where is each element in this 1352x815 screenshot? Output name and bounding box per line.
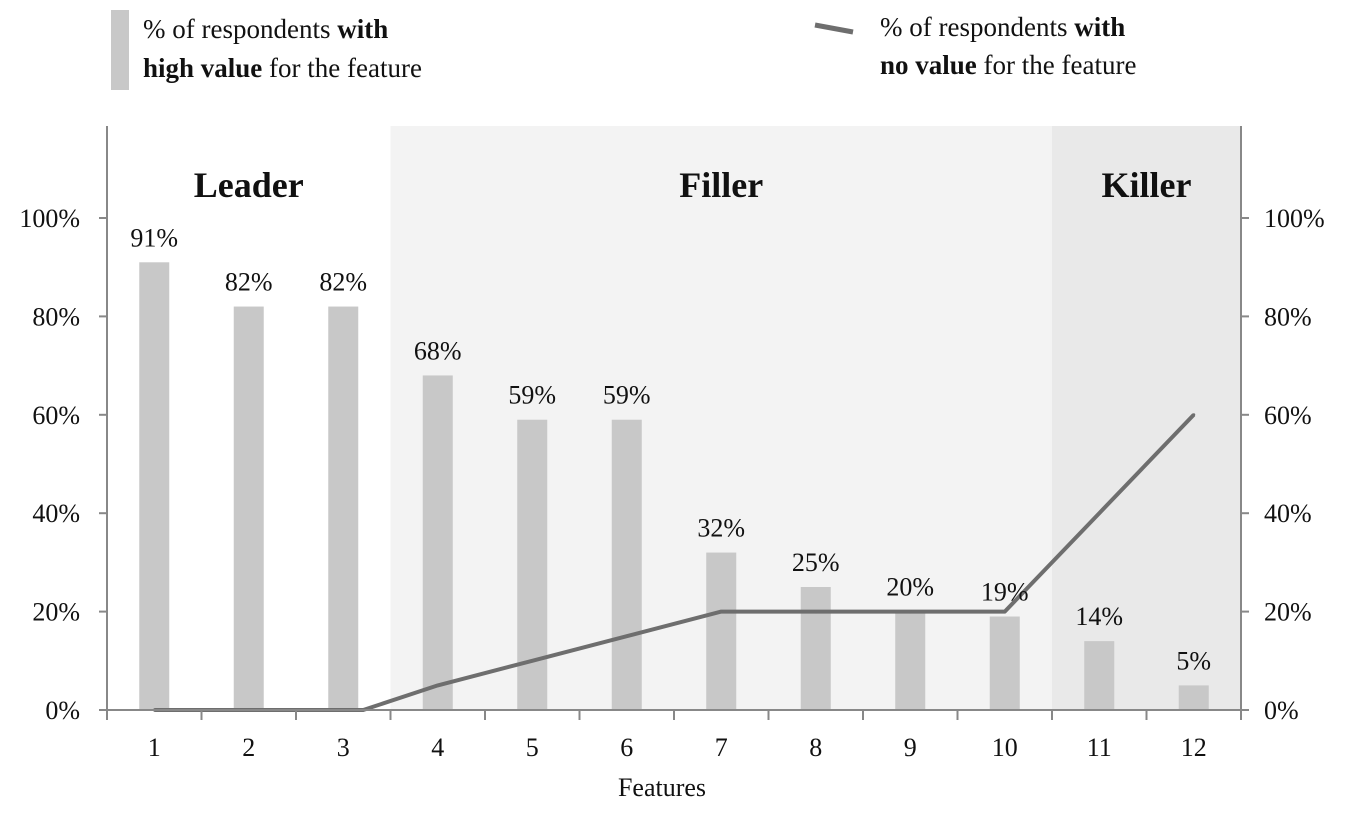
line-point-12 [1192, 413, 1196, 417]
y-tick-label-right-0: 0% [1264, 696, 1299, 725]
region-killer [1052, 126, 1241, 710]
line-point-8 [814, 610, 818, 614]
legend-line-line1-pre: % of respondents [880, 12, 1074, 42]
legend-bar-swatch [111, 10, 129, 90]
x-tick-label-8: 8 [809, 733, 822, 762]
bar-5 [517, 419, 548, 710]
region-label-killer: Killer [1102, 165, 1192, 205]
y-tick-label-left-0: 0% [45, 696, 80, 725]
line-point-11 [1097, 511, 1101, 515]
region-label-leader: Leader [194, 165, 304, 205]
line-point-4 [436, 683, 440, 687]
bar-label-6: 59% [603, 381, 651, 410]
y-tick-label-left-100: 100% [19, 204, 80, 233]
bar-label-9: 20% [886, 573, 934, 602]
legend: % of respondents with high value for the… [111, 10, 1136, 90]
legend-line-line1: % of respondents with [880, 12, 1125, 42]
x-tick-label-9: 9 [904, 733, 917, 762]
bar-label-10: 19% [981, 578, 1029, 607]
bar-label-2: 82% [225, 268, 273, 297]
x-tick-label-3: 3 [337, 733, 350, 762]
y-tick-label-right-100: 100% [1264, 204, 1325, 233]
bar-label-5: 59% [508, 381, 556, 410]
bar-4 [422, 375, 453, 710]
x-tick-label-11: 11 [1087, 733, 1112, 762]
bar-1 [139, 262, 170, 710]
legend-bar-line2: high value for the feature [143, 53, 422, 83]
bar-9 [895, 611, 926, 710]
x-tick-label-12: 12 [1181, 733, 1207, 762]
y-tick-label-right-20: 20% [1264, 598, 1312, 627]
bar-11 [1084, 641, 1115, 710]
y-tick-label-left-80: 80% [32, 302, 80, 331]
x-tick-label-7: 7 [715, 733, 728, 762]
legend-bar-line2-bold: high value [143, 53, 262, 83]
bar-label-4: 68% [414, 336, 462, 365]
y-tick-label-left-20: 20% [32, 598, 80, 627]
legend-line-line2: no value for the feature [880, 50, 1136, 80]
legend-line-line1-bold: with [1074, 12, 1125, 42]
x-tick-label-2: 2 [242, 733, 255, 762]
bar-label-11: 14% [1075, 602, 1123, 631]
bar-12 [1178, 685, 1209, 710]
bar-2 [233, 306, 264, 710]
bar-label-8: 25% [792, 548, 840, 577]
legend-bar-line1-bold: with [337, 14, 388, 44]
y-tick-label-left-60: 60% [32, 401, 80, 430]
bar-label-12: 5% [1176, 646, 1211, 675]
labels-layer: Leader Filler Killer 91% 82% 82% 68% 59% 59% 32% 2… [130, 165, 1211, 675]
legend-line-line2-bold: no value [880, 50, 977, 80]
y-tick-label-right-40: 40% [1264, 499, 1312, 528]
legend-bar-line2-post: for the feature [262, 53, 422, 83]
y-tick-label-right-80: 80% [1264, 302, 1312, 331]
bar-label-1: 91% [130, 223, 178, 252]
legend-bar-line1: % of respondents with [143, 14, 388, 44]
y-tick-label-left-40: 40% [32, 499, 80, 528]
x-axis-title: Features [618, 773, 706, 802]
legend-line-line2-post: for the feature [977, 50, 1137, 80]
x-tick-label-4: 4 [431, 733, 444, 762]
x-tick-label-1: 1 [148, 733, 161, 762]
line-point-7 [719, 610, 723, 614]
axes-layer: 1 2 3 4 5 6 7 8 9 10 11 120% 0%20% 20%40% 40%60% 60%80%… [19, 126, 1325, 762]
line-point-5 [530, 659, 534, 663]
y-tick-label-right-60: 60% [1264, 401, 1312, 430]
line-point-6 [625, 634, 629, 638]
bar-6 [611, 419, 642, 710]
region-label-filler: Filler [679, 165, 763, 205]
bar-label-7: 32% [697, 514, 745, 543]
legend-bar-line1-pre: % of respondents [143, 14, 337, 44]
line-point-9 [908, 610, 912, 614]
x-tick-label-10: 10 [992, 733, 1018, 762]
bar-7 [706, 552, 737, 710]
bar-label-3: 82% [319, 268, 367, 297]
bar-8 [800, 587, 831, 710]
line-point-10 [1003, 610, 1007, 614]
bar-3 [328, 306, 359, 710]
legend-line-swatch [814, 22, 854, 35]
bar-10 [989, 616, 1020, 710]
x-tick-label-5: 5 [526, 733, 539, 762]
x-tick-label-6: 6 [620, 733, 633, 762]
